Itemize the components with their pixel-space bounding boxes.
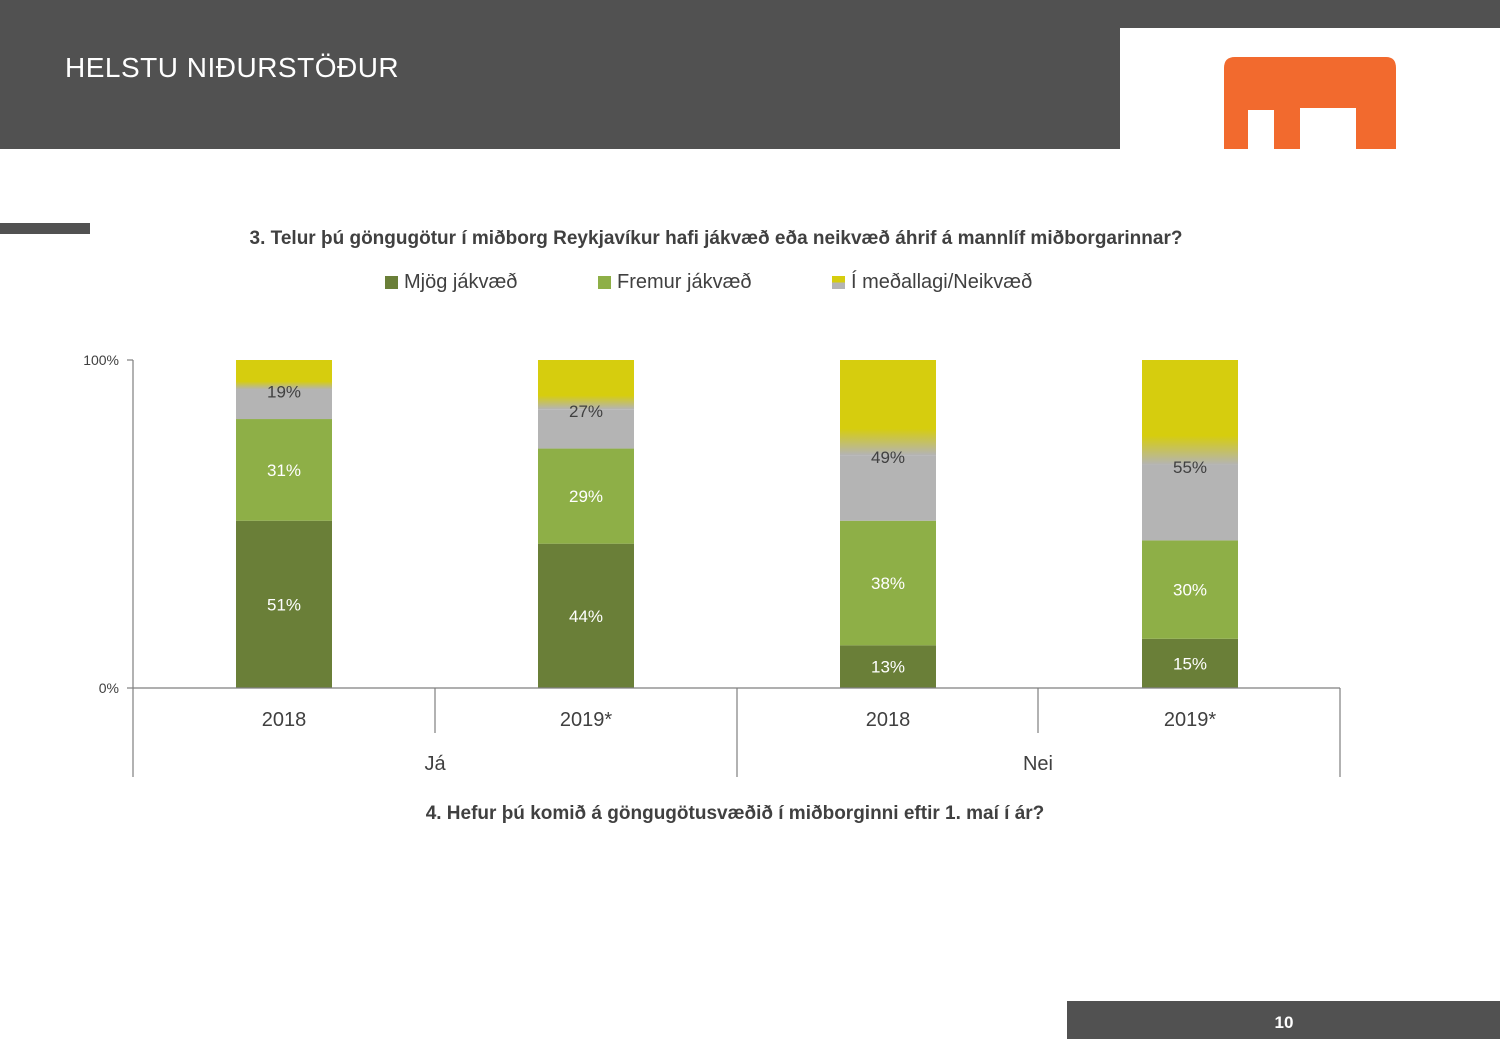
data-label-combined-0: 19% <box>267 383 301 402</box>
bar-fremur-0 <box>236 419 332 521</box>
legend-item-fremur: Fremur jákvæð <box>598 271 751 294</box>
legend-swatch-neikvaed <box>832 276 845 289</box>
y-tick-label-1: 100% <box>83 352 119 368</box>
data-label-fremur-1: 29% <box>569 487 603 506</box>
chart-title: 3. Telur þú göngugötur í miðborg Reykjav… <box>249 228 1183 249</box>
x-tick-label-3: 2019* <box>1164 709 1216 731</box>
page-number: 10 <box>1274 1013 1294 1032</box>
legend-swatch-fremur <box>598 276 611 289</box>
bar-mjog-3 <box>1142 638 1238 688</box>
data-label-combined-3: 55% <box>1173 458 1207 477</box>
header-top-band <box>0 0 1500 28</box>
bar-neikvaed-0 <box>236 360 332 390</box>
logo-area <box>1120 28 1500 149</box>
bar-midlungs-2 <box>840 455 936 521</box>
bar-mjog-2 <box>840 645 936 688</box>
bar-mjog-0 <box>236 520 332 688</box>
y-tick-label-0: 0% <box>99 680 119 696</box>
bar-neikvaed-3 <box>1142 360 1238 465</box>
bar-midlungs-0 <box>236 389 332 420</box>
footer-bar <box>1067 1001 1500 1039</box>
question-4-heading: 4. Hefur þú komið á göngugötusvæðið í mi… <box>425 803 1045 824</box>
legend-label-fremur: Fremur jákvæð <box>617 271 752 293</box>
bar-neikvaed-1 <box>538 360 634 410</box>
bar-midlungs-1 <box>538 409 634 449</box>
bar-mjog-1 <box>538 543 634 688</box>
header-bar <box>0 28 1120 149</box>
bar-fremur-3 <box>1142 540 1238 639</box>
bar-midlungs-3 <box>1142 464 1238 541</box>
section-marker <box>0 223 90 234</box>
page-title: HELSTU NIÐURSTÖÐUR <box>65 52 400 83</box>
data-label-combined-1: 27% <box>569 402 603 421</box>
legend-item-neikvaed: Í meðallagi/Neikvæð <box>832 271 1032 294</box>
data-label-mjog-2: 13% <box>871 658 905 677</box>
bar-fremur-1 <box>538 448 634 544</box>
data-label-mjog-0: 51% <box>267 595 301 614</box>
data-label-mjog-3: 15% <box>1173 654 1207 673</box>
x-tick-label-0: 2018 <box>262 709 307 731</box>
data-label-fremur-3: 30% <box>1173 581 1207 600</box>
group-label-0: Já <box>424 753 446 775</box>
x-tick-label-1: 2019* <box>560 709 612 731</box>
x-tick-label-2: 2018 <box>866 709 911 731</box>
legend-swatch-mjog <box>385 276 398 289</box>
data-label-fremur-0: 31% <box>267 461 301 480</box>
data-label-mjog-1: 44% <box>569 607 603 626</box>
data-label-fremur-2: 38% <box>871 574 905 593</box>
legend-label-mjog: Mjög jákvæð <box>404 271 518 293</box>
data-label-combined-2: 49% <box>871 448 905 467</box>
legend-item-mjog: Mjög jákvæð <box>385 271 517 294</box>
legend-label-neikvaed: Í meðallagi/Neikvæð <box>851 271 1033 293</box>
bar-neikvaed-2 <box>840 360 936 456</box>
logo-icon <box>1224 57 1396 149</box>
bar-fremur-2 <box>840 520 936 646</box>
group-label-1: Nei <box>1023 753 1053 775</box>
